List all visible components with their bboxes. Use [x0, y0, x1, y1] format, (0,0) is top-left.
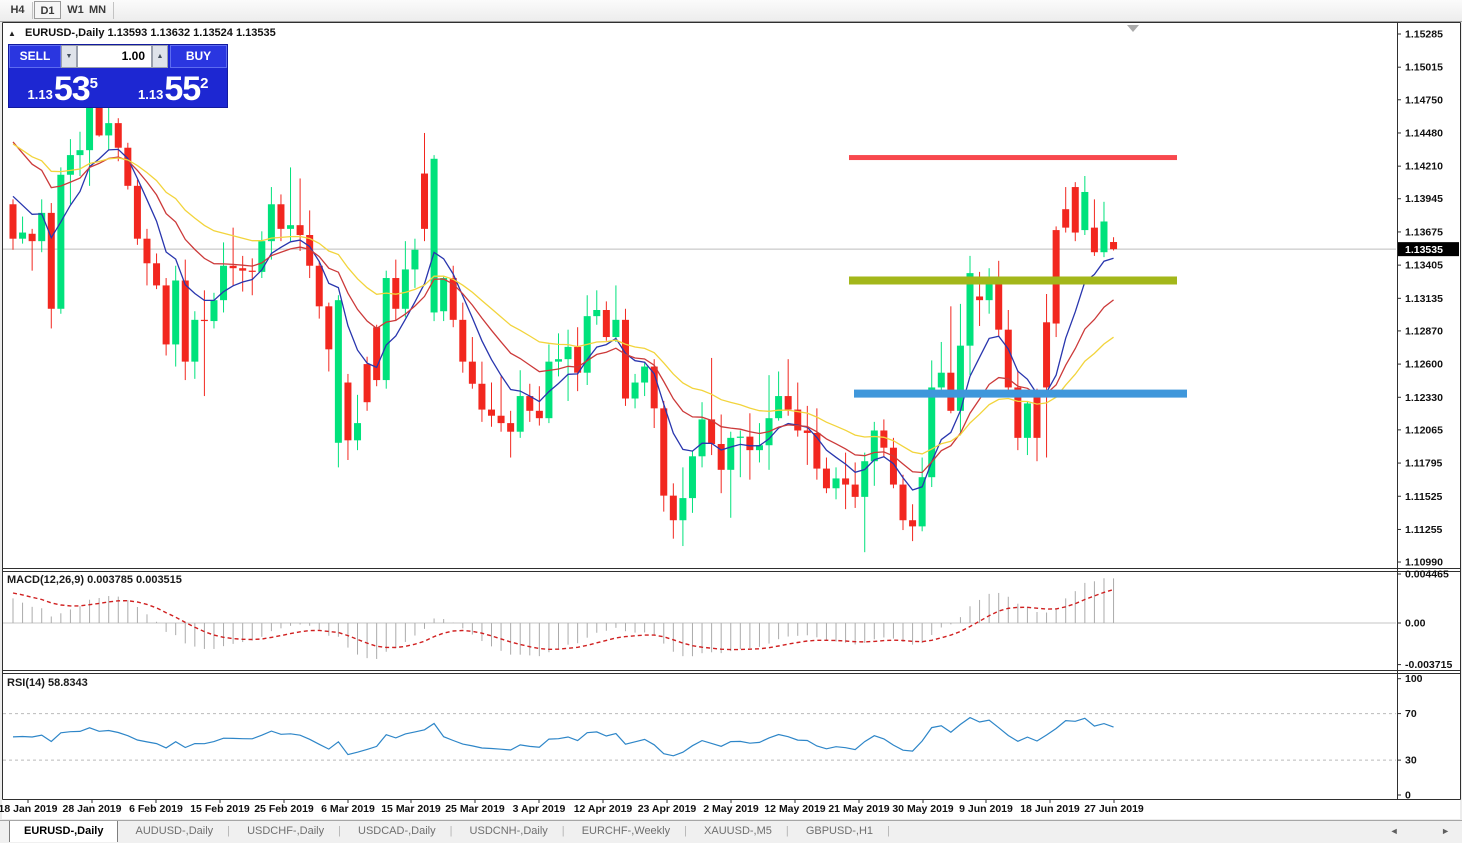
mid-ma[interactable]: [12, 141, 1114, 474]
svg-text:100: 100: [1405, 673, 1423, 685]
timeframe-button-w1[interactable]: W1: [67, 4, 84, 16]
svg-text:70: 70: [1405, 708, 1417, 720]
svg-text:1.11255: 1.11255: [1405, 524, 1443, 536]
svg-text:15 Feb 2019: 15 Feb 2019: [190, 803, 250, 815]
toolbar-separator: [113, 2, 114, 19]
svg-text:1.12065: 1.12065: [1405, 424, 1443, 436]
volume-decrease-button[interactable]: ▼: [61, 45, 77, 68]
svg-text:18 Jun 2019: 18 Jun 2019: [1020, 803, 1080, 815]
tab-usdcad-daily[interactable]: USDCAD-,Daily: [358, 825, 436, 837]
current-price-tag: [1398, 242, 1459, 257]
svg-text:18 Jan 2019: 18 Jan 2019: [0, 803, 58, 815]
svg-text:30: 30: [1405, 755, 1417, 767]
volume-input[interactable]: 1.00: [77, 45, 152, 68]
fast-ma[interactable]: [12, 148, 1114, 491]
svg-text:1.15285: 1.15285: [1405, 29, 1443, 41]
tab-xauusd-m5[interactable]: XAUUSD-,M5: [704, 825, 772, 837]
buy-price-display[interactable]: 1.13 55 2: [119, 69, 227, 108]
svg-text:1.14480: 1.14480: [1405, 127, 1443, 139]
tab-usdchf-daily[interactable]: USDCHF-,Daily: [247, 825, 325, 837]
svg-text:1.13135: 1.13135: [1405, 293, 1443, 305]
svg-text:1.12330: 1.12330: [1405, 392, 1443, 404]
svg-text:1.15015: 1.15015: [1405, 62, 1443, 74]
svg-text:3 Apr 2019: 3 Apr 2019: [513, 803, 566, 815]
sell-price-prefix: 1.13: [27, 87, 53, 102]
resistance-line[interactable]: [849, 155, 1177, 161]
pivot-line[interactable]: [849, 276, 1177, 285]
buy-button[interactable]: BUY: [170, 45, 227, 68]
svg-text:1.13405: 1.13405: [1405, 260, 1443, 272]
one-click-trade-panel: SELL ▼ 1.00 ▲ BUY 1.13 53 5 1.13 55 2: [8, 44, 228, 108]
macd-indicator-label: MACD(12,26,9) 0.003785 0.003515: [7, 574, 182, 586]
tab-audusd-daily[interactable]: AUDUSD-,Daily: [135, 825, 214, 837]
tab-gbpusd-h1[interactable]: GBPUSD-,H1: [805, 825, 874, 837]
sell-price-display[interactable]: 1.13 53 5: [9, 69, 117, 107]
sell-price-pip: 5: [89, 75, 98, 92]
sell-price-big: 53: [53, 70, 91, 108]
svg-text:6 Mar 2019: 6 Mar 2019: [321, 803, 375, 815]
svg-text:27 Jun 2019: 27 Jun 2019: [1084, 803, 1144, 815]
buy-price-prefix: 1.13: [138, 87, 164, 102]
svg-text:1.14750: 1.14750: [1405, 94, 1443, 106]
tab-eurchf-weekly[interactable]: EURCHF-,Weekly: [581, 825, 671, 837]
svg-text:9 Jun 2019: 9 Jun 2019: [959, 803, 1013, 815]
svg-text:1.12600: 1.12600: [1405, 359, 1443, 371]
horizontal-lines[interactable]: [849, 155, 1187, 398]
svg-text:1.10990: 1.10990: [1405, 557, 1443, 569]
rsi-indicator-label: RSI(14) 58.8343: [7, 677, 88, 689]
macd-signal-line: [12, 588, 1114, 651]
volume-increase-button[interactable]: ▲: [152, 45, 168, 68]
sell-button[interactable]: SELL: [9, 45, 61, 68]
svg-text:0.00: 0.00: [1405, 618, 1426, 630]
svg-text:1.13535: 1.13535: [1405, 244, 1443, 256]
svg-text:-0.003715: -0.003715: [1405, 659, 1452, 671]
tab-usdcnh-daily[interactable]: USDCNH-,Daily: [469, 825, 548, 837]
svg-text:1.11525: 1.11525: [1405, 491, 1443, 503]
toolbar: H4 D1 W1 MN: [0, 0, 1462, 22]
svg-text:1.11795: 1.11795: [1405, 458, 1443, 470]
svg-text:25 Mar 2019: 25 Mar 2019: [445, 803, 505, 815]
svg-text:21 May 2019: 21 May 2019: [828, 803, 889, 815]
svg-text:1.13675: 1.13675: [1405, 226, 1443, 238]
timeframe-button-mn[interactable]: MN: [88, 4, 107, 16]
svg-text:28 Jan 2019: 28 Jan 2019: [63, 803, 122, 815]
tab-eurusd-daily[interactable]: EURUSD-,Daily: [9, 821, 119, 842]
svg-text:0: 0: [1405, 790, 1411, 802]
macd-histogram: [12, 578, 1115, 659]
price-axis[interactable]: 1.15285 1.15015 1.14750 1.14480 1.14210 1.139…: [1397, 29, 1459, 569]
svg-text:15 Mar 2019: 15 Mar 2019: [381, 803, 441, 815]
svg-text:12 Apr 2019: 12 Apr 2019: [574, 803, 633, 815]
indicator-axes: 0.004465 0.00 -0.003715 100 70 30 0: [1397, 569, 1452, 802]
chart-tab-bar: EURUSD-,Daily AUDUSD-,Daily | USDCHF-,Dai…: [0, 820, 1462, 843]
svg-text:1.12870: 1.12870: [1405, 325, 1443, 337]
svg-text:6 Feb 2019: 6 Feb 2019: [129, 803, 183, 815]
buy-price-big: 55: [164, 70, 201, 108]
buy-price-pip: 2: [200, 75, 209, 92]
rsi-line: [12, 716, 1114, 757]
time-axis[interactable]: 18 Jan 2019 28 Jan 2019 6 Feb 2019 15 Feb 2…: [0, 799, 1144, 815]
timeframe-button-d1[interactable]: D1: [34, 1, 61, 19]
svg-text:0.004465: 0.004465: [1405, 569, 1449, 581]
chart-ohlc-values: 1.13593 1.13632 1.13524 1.13535: [107, 27, 276, 39]
slow-ma[interactable]: [12, 143, 1114, 455]
chart-shift-marker-icon[interactable]: [1127, 25, 1139, 32]
svg-text:30 May 2019: 30 May 2019: [892, 803, 953, 815]
timeframe-button-h4[interactable]: H4: [10, 4, 25, 16]
chart-symbol-title: EURUSD-,Daily: [24, 27, 105, 39]
svg-text:1.13945: 1.13945: [1405, 193, 1443, 205]
chart-title-row: ▲ EURUSD-,Daily 1.13593 1.13632 1.13524 …: [8, 27, 276, 39]
support-line[interactable]: [854, 389, 1187, 398]
svg-text:25 Feb 2019: 25 Feb 2019: [254, 803, 314, 815]
toolbar-separator: [32, 2, 33, 19]
tab-scroll-left-icon[interactable]: ◄: [1389, 826, 1399, 836]
svg-text:1.14210: 1.14210: [1405, 161, 1443, 173]
tab-scroll-right-icon[interactable]: ►: [1441, 826, 1450, 836]
svg-text:2 May 2019: 2 May 2019: [703, 803, 759, 815]
svg-text:23 Apr 2019: 23 Apr 2019: [638, 803, 697, 815]
collapse-icon[interactable]: ▲: [8, 29, 16, 38]
svg-text:12 May 2019: 12 May 2019: [764, 803, 825, 815]
